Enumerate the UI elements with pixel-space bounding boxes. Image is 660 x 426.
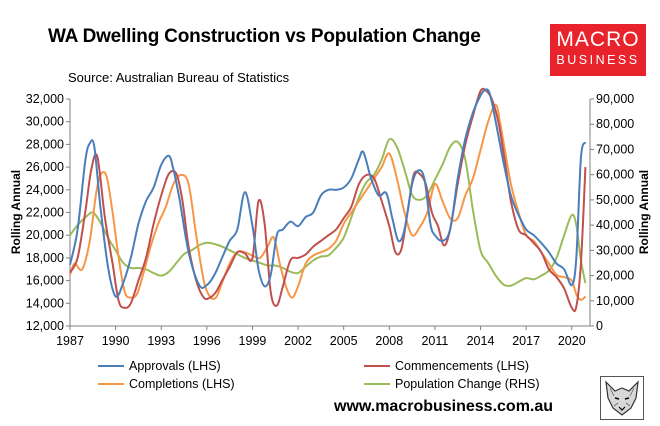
left-axis-label: Rolling Annual bbox=[9, 170, 23, 254]
x-tick-label: 2017 bbox=[512, 334, 540, 348]
x-tick-label: 2005 bbox=[330, 334, 358, 348]
right-tick-label: 40,000 bbox=[596, 218, 634, 232]
x-tick-label: 2008 bbox=[375, 334, 403, 348]
x-tick-label: 2011 bbox=[421, 334, 448, 348]
left-tick-label: 24,000 bbox=[26, 183, 64, 197]
right-tick-label: 30,000 bbox=[596, 243, 634, 257]
page-title: WA Dwelling Construction vs Population C… bbox=[48, 26, 481, 47]
legend-label-population: Population Change (RHS) bbox=[395, 377, 540, 391]
right-tick-label: 90,000 bbox=[596, 92, 634, 106]
legend-label-approvals: Approvals (LHS) bbox=[129, 359, 221, 373]
left-tick-label: 28,000 bbox=[26, 137, 64, 151]
right-tick-label: 0 bbox=[596, 319, 603, 333]
x-tick-label: 1996 bbox=[193, 334, 221, 348]
right-tick-label: 50,000 bbox=[596, 193, 634, 207]
left-tick-label: 16,000 bbox=[26, 274, 64, 288]
source-note: Source: Australian Bureau of Statistics bbox=[68, 70, 290, 85]
right-tick-label: 70,000 bbox=[596, 142, 634, 156]
right-axis-label: Rolling Annual bbox=[637, 170, 651, 254]
x-tick-label: 2002 bbox=[284, 334, 312, 348]
legend: Approvals (LHS) Commencements (LHS) Comp… bbox=[98, 359, 540, 391]
left-tick-label: 12,000 bbox=[26, 319, 64, 333]
x-tick-label: 2014 bbox=[467, 334, 495, 348]
left-tick-label: 30,000 bbox=[26, 115, 64, 129]
legend-label-commencements: Commencements (LHS) bbox=[395, 359, 529, 373]
x-tick-label: 1999 bbox=[239, 334, 267, 348]
left-tick-label: 22,000 bbox=[26, 206, 64, 220]
right-tick-label: 10,000 bbox=[596, 294, 634, 308]
left-tick-label: 20,000 bbox=[26, 228, 64, 242]
series-layer bbox=[69, 87, 587, 313]
series-line-population bbox=[69, 137, 587, 287]
left-axis-ticks: 12,000 14,000 16,000 18,000 20,000 22,000 24,0… bbox=[26, 92, 70, 333]
x-tick-label: 1993 bbox=[147, 334, 175, 348]
website-url: www.macrobusiness.com.au bbox=[334, 398, 554, 415]
x-tick-label: 1987 bbox=[56, 334, 84, 348]
x-tick-label: 2020 bbox=[558, 334, 586, 348]
right-tick-label: 80,000 bbox=[596, 117, 634, 131]
right-tick-label: 20,000 bbox=[596, 269, 634, 283]
logo-line-2: BUSINESS bbox=[556, 53, 640, 67]
x-tick-label: 1990 bbox=[102, 334, 130, 348]
x-axis-ticks: 1987 1990 1993 1996 1999 2002 2005 2008 2011 2014… bbox=[56, 326, 586, 348]
left-tick-label: 18,000 bbox=[26, 251, 64, 265]
fox-icon bbox=[600, 376, 644, 420]
series-line-completions bbox=[69, 103, 587, 301]
left-tick-label: 26,000 bbox=[26, 160, 64, 174]
series-line-approvals bbox=[69, 88, 587, 298]
legend-label-completions: Completions (LHS) bbox=[129, 377, 235, 391]
right-axis-ticks: 0 10,000 20,000 30,000 40,000 50,000 60,000 70,… bbox=[590, 92, 634, 333]
right-tick-label: 60,000 bbox=[596, 168, 634, 182]
series-line-commencements bbox=[69, 87, 587, 313]
left-tick-label: 32,000 bbox=[26, 92, 64, 106]
left-tick-label: 14,000 bbox=[26, 296, 64, 310]
plot-area bbox=[69, 99, 591, 327]
macrobusiness-logo: MACRO BUSINESS bbox=[550, 24, 646, 76]
logo-line-1: MACRO bbox=[556, 28, 640, 51]
